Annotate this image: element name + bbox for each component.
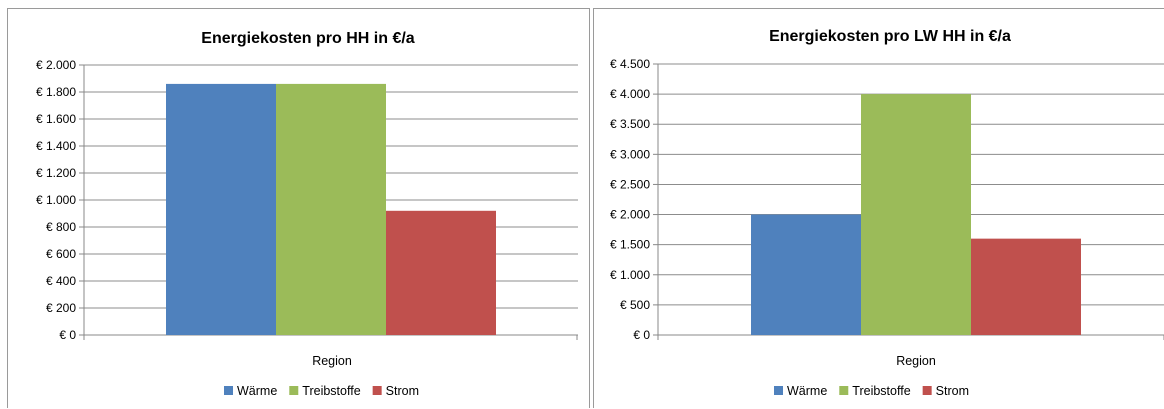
y-tick-label: € 1.000 <box>36 193 76 207</box>
legend-entry: Strom <box>936 384 969 398</box>
y-tick-label: € 2.500 <box>610 177 650 191</box>
bar-treibstoffe <box>861 94 971 335</box>
chart-title: Energiekosten pro HH in €/a <box>201 30 414 47</box>
y-tick-label: € 0 <box>59 328 76 342</box>
y-tick-label: € 1.000 <box>610 268 650 282</box>
y-tick-label: € 4.000 <box>610 87 650 101</box>
legend-swatch <box>922 386 932 395</box>
y-tick-label: € 200 <box>46 301 76 315</box>
chart-panel-hh: Energiekosten pro HH in €/a € 0 € 200 € 400… <box>7 8 590 408</box>
y-tick-label: € 3.000 <box>610 147 650 161</box>
category-label: Region <box>312 354 352 368</box>
y-tick-label: € 0 <box>633 328 650 342</box>
y-tick-label: € 600 <box>46 247 76 261</box>
bar-treibstoffe <box>276 83 386 336</box>
y-tick-label: € 400 <box>46 274 76 288</box>
legend-swatch <box>372 386 382 395</box>
y-tick-label: € 1.400 <box>36 139 76 153</box>
y-tick-label: € 1.500 <box>610 238 650 252</box>
y-tick-label: € 800 <box>46 220 76 234</box>
y-tick-label: € 3.500 <box>610 117 650 131</box>
legend-entry: Strom <box>386 384 419 398</box>
chart-panel-lw-hh: Energiekosten pro LW HH in €/a € 0 € 500 € … <box>593 8 1164 408</box>
y-tick-label: € 4.500 <box>610 57 650 71</box>
y-tick-label: € 1.200 <box>36 166 76 180</box>
chart-hh: Energiekosten pro HH in €/a € 0 € 200 € 400… <box>36 30 578 398</box>
y-tick-label: € 1.800 <box>36 85 76 99</box>
chart-title: Energiekosten pro LW HH in €/a <box>769 28 1011 45</box>
y-tick-label: € 2.000 <box>610 208 650 222</box>
legend-entry: Wärme <box>237 384 277 398</box>
category-label: Region <box>896 354 936 368</box>
legend-swatch <box>224 386 233 395</box>
legend-swatch <box>289 386 299 395</box>
legend-entry: Wärme <box>787 384 827 398</box>
bar-w-rme <box>166 83 276 336</box>
legend-swatch <box>774 386 783 395</box>
y-tick-label: € 1.600 <box>36 112 76 126</box>
y-tick-label: € 2.000 <box>36 58 76 72</box>
legend-swatch <box>839 386 849 395</box>
legend-entry: Treibstoffe <box>302 384 360 398</box>
bar-w-rme <box>751 214 861 335</box>
y-tick-label: € 500 <box>620 298 650 312</box>
chart-lw-hh: Energiekosten pro LW HH in €/a € 0 € 500 € … <box>610 28 1164 398</box>
legend-entry: Treibstoffe <box>852 384 910 398</box>
bar-strom <box>386 210 496 335</box>
bar-strom <box>971 238 1081 335</box>
